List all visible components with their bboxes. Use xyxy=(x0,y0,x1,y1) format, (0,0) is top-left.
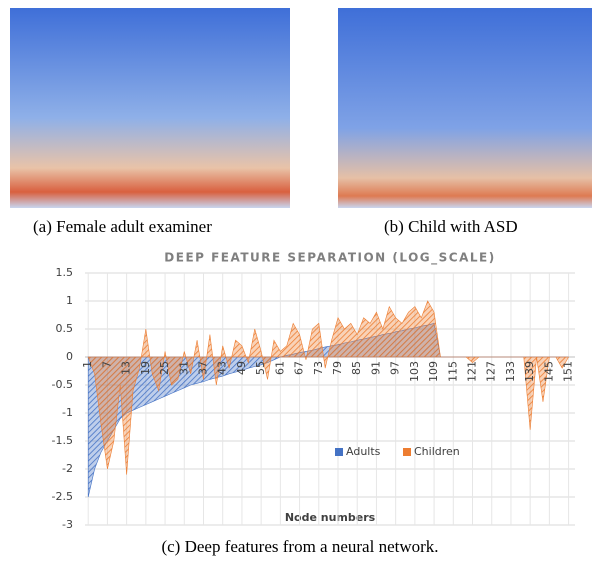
y-tick-label: -0.5 xyxy=(52,378,73,391)
y-tick-label: 0 xyxy=(66,350,73,363)
x-tick-label: 73 xyxy=(312,361,325,375)
area-1 xyxy=(87,300,569,475)
x-axis-title: Node numbers xyxy=(285,511,376,524)
chart: -3-2.5-2-1.5-1-0.500.511.51 7 13 19 25 31 37 43… xyxy=(52,266,575,531)
y-tick-label: -2 xyxy=(62,462,73,475)
x-tick-label: 133 xyxy=(504,361,517,382)
x-tick-label: 19 xyxy=(139,361,152,375)
x-tick-label: 127 xyxy=(485,361,498,382)
legend-swatch xyxy=(335,448,343,456)
x-tick-label: 79 xyxy=(331,361,344,375)
y-tick-label: 1 xyxy=(66,294,73,307)
chart-title: DEEP FEATURE SEPARATION (LOG_SCALE) xyxy=(164,251,495,266)
x-tick-label: 145 xyxy=(542,361,555,382)
caption-c: (c) Deep features from a neural network. xyxy=(161,537,438,556)
legend-label: Children xyxy=(414,445,460,458)
x-tick-label: 91 xyxy=(369,361,382,375)
x-tick-label: 1 xyxy=(81,361,94,368)
x-tick-label: 25 xyxy=(158,361,171,375)
y-tick-label: 0.5 xyxy=(56,322,74,335)
x-tick-label: 151 xyxy=(562,361,575,382)
x-tick-label: 67 xyxy=(293,361,306,375)
x-tick-label: 49 xyxy=(235,361,248,375)
x-tick-label: 97 xyxy=(389,361,402,375)
x-tick-label: 61 xyxy=(273,361,286,375)
spectrogram-child xyxy=(338,8,592,208)
x-tick-label: 121 xyxy=(466,361,479,382)
y-tick-label: -2.5 xyxy=(52,490,73,503)
caption-b: (b) Child with ASD xyxy=(384,217,518,236)
y-tick-label: -1 xyxy=(62,406,73,419)
legend-swatch xyxy=(403,448,411,456)
x-tick-label: 103 xyxy=(408,361,421,382)
x-tick-label: 13 xyxy=(120,361,133,375)
y-tick-label: -1.5 xyxy=(52,434,73,447)
spectrogram-adult xyxy=(10,8,290,208)
x-tick-label: 139 xyxy=(523,361,536,382)
x-tick-label: 109 xyxy=(427,361,440,382)
x-tick-label: 43 xyxy=(216,361,229,375)
y-tick-label: -3 xyxy=(62,518,73,531)
caption-a: (a) Female adult examiner xyxy=(33,217,212,236)
y-tick-label: 1.5 xyxy=(56,266,74,279)
x-tick-label: 85 xyxy=(350,361,363,375)
x-tick-label: 55 xyxy=(254,361,267,375)
x-tick-label: 37 xyxy=(196,361,209,375)
x-tick-label: 31 xyxy=(177,361,190,375)
x-tick-label: 115 xyxy=(446,361,459,382)
area-0 xyxy=(87,323,569,498)
legend-label: Adults xyxy=(346,445,381,458)
x-tick-label: 7 xyxy=(100,361,113,368)
